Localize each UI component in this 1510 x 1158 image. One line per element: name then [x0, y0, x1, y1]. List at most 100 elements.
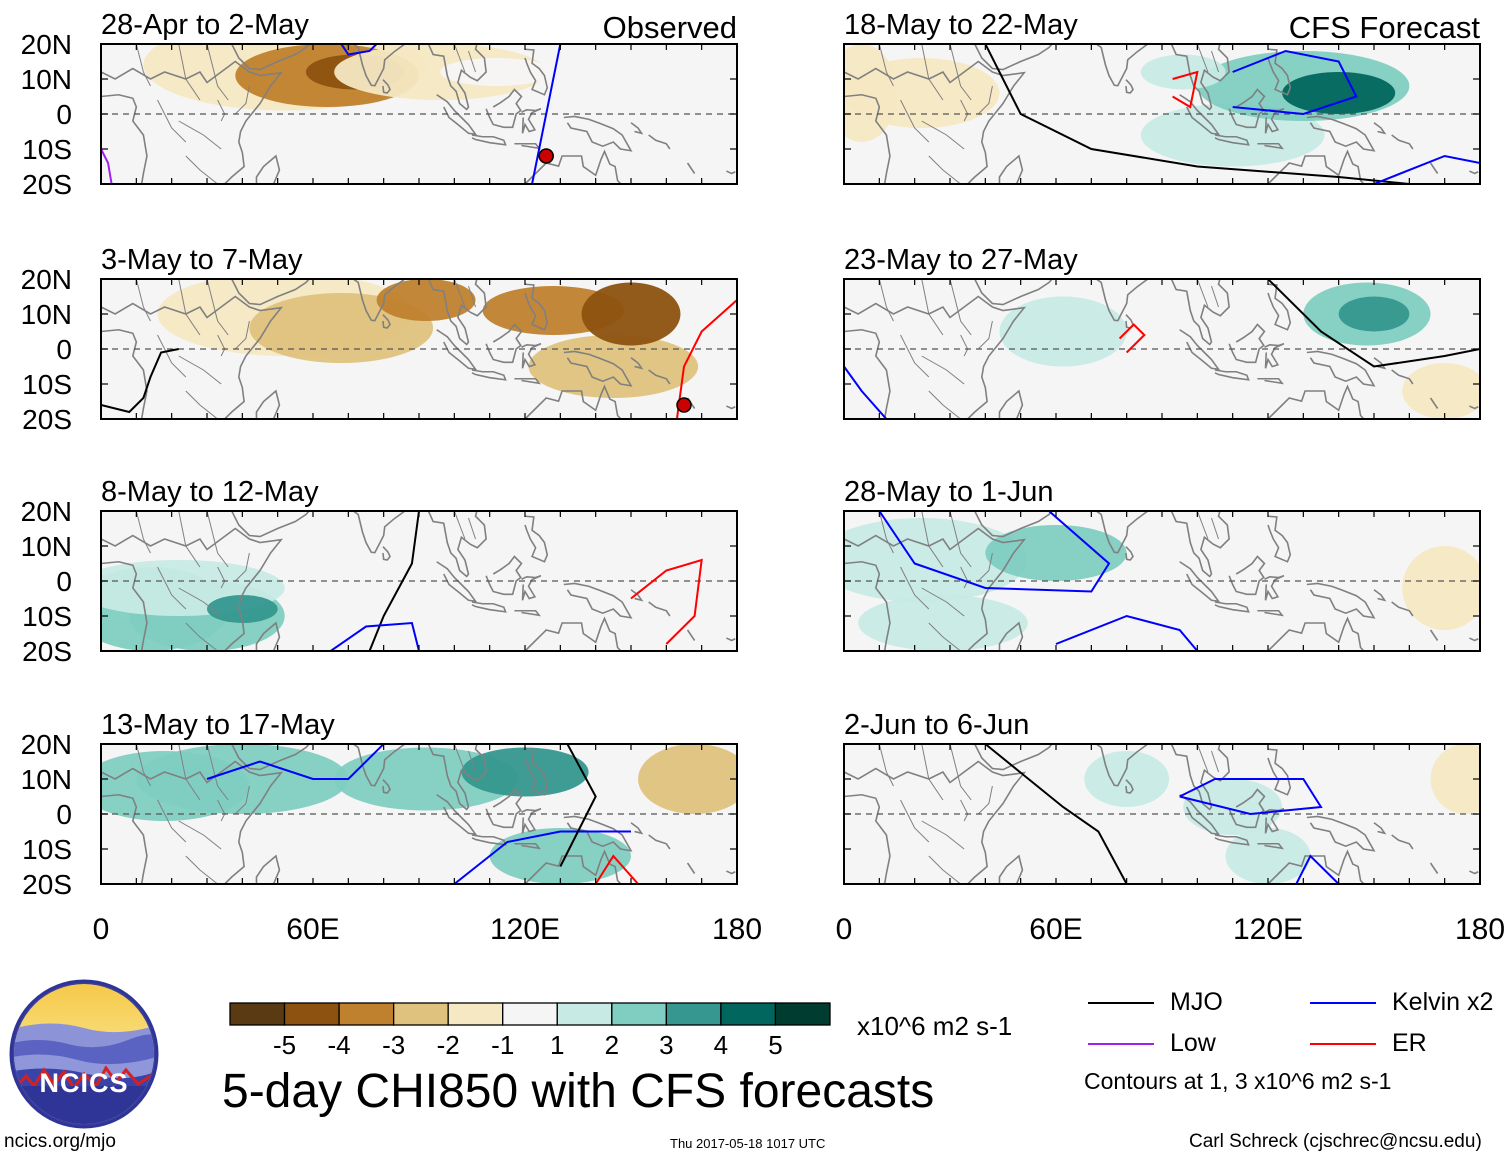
- contour-line: [1232, 49, 1358, 116]
- lat-label: 0: [56, 799, 72, 830]
- border-line: [178, 279, 201, 336]
- colorbar-swatch: [665, 1002, 722, 1026]
- coastline: [1125, 79, 1134, 94]
- lat-label: 10S: [22, 834, 72, 865]
- coastline: [436, 329, 478, 371]
- lat-label: 20S: [22, 404, 72, 435]
- panel-tag: CFS Forecast: [1289, 10, 1481, 45]
- colorbar-swatch: [229, 1002, 286, 1026]
- coastline: [1214, 601, 1250, 613]
- lat-label: 10N: [21, 299, 72, 330]
- map-panels: 28-Apr to 2-May Observed20N10N010S20S3-Ma…: [21, 9, 1505, 946]
- coastline: [1266, 849, 1365, 884]
- border-line: [949, 44, 972, 101]
- lat-label: 20S: [22, 636, 72, 667]
- colorbar-swatch: [338, 1002, 395, 1026]
- coastline: [844, 279, 1027, 419]
- colorbar-tick-label: 5: [768, 1030, 783, 1060]
- coastline: [1257, 377, 1285, 385]
- panel-title: 8-May to 12-May: [101, 476, 319, 508]
- coastline: [844, 328, 891, 419]
- coastline: [998, 854, 1024, 884]
- anomaly-blob: [858, 595, 1028, 651]
- border-line: [1196, 511, 1209, 540]
- border-line: [900, 99, 930, 143]
- colorbar-tick-label: 4: [713, 1030, 729, 1060]
- anomaly-blob: [1402, 546, 1480, 630]
- border-line: [206, 44, 229, 101]
- coastline: [101, 328, 148, 419]
- anomaly-blob: [1430, 744, 1480, 814]
- anomaly-blob: [844, 58, 1000, 128]
- coastline: [648, 369, 671, 385]
- border-line: [135, 744, 151, 787]
- colorbar-tick-label: -2: [436, 1030, 460, 1060]
- lat-label: 10S: [22, 134, 72, 165]
- legend-line-kelvin-x2: [1310, 1002, 1376, 1004]
- coastline: [1267, 283, 1292, 331]
- legend-line-low: [1088, 1043, 1154, 1045]
- coastline: [1094, 279, 1150, 322]
- coastline: [1257, 142, 1285, 150]
- coastline: [1257, 609, 1285, 617]
- coastline: [1094, 44, 1150, 87]
- lat-label: 10S: [22, 601, 72, 632]
- coastline: [436, 561, 478, 603]
- logo-text: NCICS: [39, 1068, 129, 1098]
- border-line: [178, 355, 222, 385]
- coastline: [1306, 350, 1376, 387]
- coastline: [351, 279, 407, 322]
- legend-label: Kelvin x2: [1392, 988, 1494, 1016]
- coastline: [1179, 561, 1221, 603]
- coastline: [844, 744, 1027, 884]
- lat-label: 0: [56, 334, 72, 365]
- coastline: [101, 793, 148, 884]
- contour-note: Contours at 1, 3 x10^6 m2 s-1: [1084, 1068, 1392, 1094]
- map-panel-6: 28-May to 1-Jun: [843, 476, 1481, 652]
- panel-title: 2-Jun to 6-Jun: [844, 709, 1029, 741]
- coastline: [1429, 629, 1439, 641]
- coastline: [1391, 601, 1414, 617]
- border-line: [135, 511, 151, 554]
- border-line: [949, 511, 972, 568]
- border-line: [206, 511, 229, 568]
- coastline: [1373, 589, 1387, 602]
- border-line: [878, 744, 894, 787]
- border-line: [157, 99, 187, 143]
- lat-label: 10N: [21, 764, 72, 795]
- lat-label: 0: [56, 99, 72, 130]
- border-line: [234, 552, 250, 582]
- shaded-field: [844, 279, 1480, 419]
- anomaly-blob: [461, 747, 589, 797]
- lat-label: 20N: [21, 729, 72, 760]
- border-line: [878, 279, 894, 322]
- lon-label: 180: [1455, 913, 1505, 946]
- coastline: [255, 621, 281, 651]
- coastline: [382, 79, 391, 94]
- border-line: [234, 785, 250, 815]
- footer-url: ncics.org/mjo: [4, 1131, 116, 1152]
- border-line: [178, 744, 201, 801]
- anomaly-blob: [1084, 751, 1170, 807]
- coastline: [1264, 342, 1285, 369]
- shaded-field: [844, 744, 1480, 884]
- contour-line: [101, 148, 113, 184]
- coastline: [521, 342, 542, 369]
- coastline: [436, 94, 478, 136]
- border-line: [467, 517, 477, 540]
- border-line: [928, 155, 961, 184]
- border-line: [928, 622, 961, 651]
- contour-line: [330, 621, 420, 651]
- coastline: [1429, 397, 1439, 409]
- border-line: [1196, 279, 1209, 308]
- legend-line-er: [1310, 1043, 1376, 1045]
- colorbar-swatch: [447, 1002, 504, 1026]
- contour-line: [594, 854, 639, 884]
- border-line: [185, 622, 218, 651]
- anomaly-blob: [528, 335, 699, 398]
- border-line: [977, 785, 993, 815]
- coastline: [524, 283, 549, 331]
- panel-title: 28-May to 1-Jun: [844, 476, 1054, 508]
- storm-marker-icon: [538, 148, 554, 164]
